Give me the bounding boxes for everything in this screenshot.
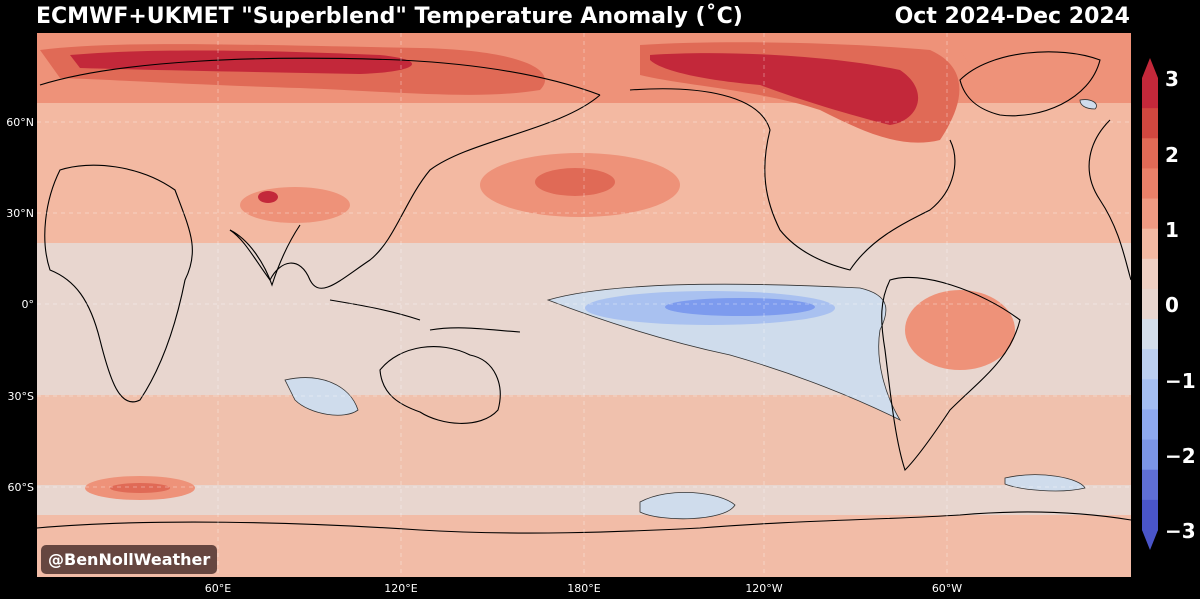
colorbar-tick-neg3: −3 xyxy=(1165,519,1196,543)
colorbar-segment xyxy=(1142,138,1158,169)
warm-band-south xyxy=(37,395,1131,485)
latitude-labels: 60°N 30°N 0° 30°S 60°S xyxy=(6,116,34,494)
colorbar-tick-2: 2 xyxy=(1165,143,1179,167)
lon-label-120w: 120°W xyxy=(745,582,782,595)
lon-label-180: 180°E xyxy=(567,582,600,595)
lon-label-60e: 60°E xyxy=(205,582,231,595)
warm-band-antarctic xyxy=(37,515,1131,577)
siberia-hotspot xyxy=(70,50,413,74)
colorbar-ticks: 3 2 1 0 −1 −2 −3 xyxy=(1165,67,1196,543)
colorbar-segment xyxy=(1142,349,1158,380)
africa-coast xyxy=(44,164,193,403)
lat-label-equator: 0° xyxy=(22,298,35,311)
colorbar-tick-1: 1 xyxy=(1165,218,1179,242)
colorbar-segment xyxy=(1142,168,1158,200)
lat-label-60s: 60°S xyxy=(8,481,34,494)
india-coast xyxy=(229,224,301,287)
colorbar-segment xyxy=(1142,409,1158,441)
antarctica-coast xyxy=(37,511,1131,534)
north-pacific-core xyxy=(535,168,615,196)
greenland-warm xyxy=(960,48,1130,102)
colorbar-tick-neg2: −2 xyxy=(1165,444,1196,468)
graticule xyxy=(37,33,1131,577)
greenland-coast xyxy=(959,51,1101,117)
colorbar-segment xyxy=(1142,499,1158,531)
lon-label-120e: 120°E xyxy=(384,582,417,595)
colorbar-segment xyxy=(1142,198,1158,230)
author-watermark: @BenNollWeather xyxy=(41,545,218,574)
europe-coast xyxy=(1088,119,1131,281)
colorbar-segment xyxy=(1142,439,1158,471)
eurasia-north-coast xyxy=(39,57,601,96)
colorbar-tick-0: 0 xyxy=(1165,293,1179,317)
colorbar-segment xyxy=(1142,78,1158,109)
south-america-warm xyxy=(905,290,1015,370)
lat-label-30n: 30°N xyxy=(6,207,34,220)
colorbar-tick-neg1: −1 xyxy=(1165,369,1196,393)
map-title: ECMWF+UKMET "Superblend" Temperature Ano… xyxy=(36,4,743,29)
south-pacific-cool xyxy=(639,492,736,520)
indian-ocean-cool xyxy=(284,377,359,416)
colorbar-segment xyxy=(1142,469,1158,501)
colorbar-tick-3: 3 xyxy=(1165,67,1179,91)
tibet-warm xyxy=(240,187,350,223)
colorbar-segment xyxy=(1142,288,1158,320)
lat-label-30s: 30°S xyxy=(8,390,34,403)
colorbar-segment xyxy=(1142,319,1158,350)
colorbar-segments xyxy=(1142,78,1158,531)
la-nina-core xyxy=(665,298,815,316)
colorbar-segment xyxy=(1142,108,1158,139)
colorbar-segment xyxy=(1142,258,1158,290)
colorbar: 3 2 1 0 −1 −2 −3 xyxy=(1142,58,1196,550)
lat-label-60n: 60°N xyxy=(6,116,34,129)
colorbar-segment xyxy=(1142,379,1158,410)
north-america-coast xyxy=(629,88,956,271)
map-layer xyxy=(37,33,1131,577)
southern-ocean-core xyxy=(110,483,170,493)
australia-coast xyxy=(379,346,501,424)
colorbar-segment xyxy=(1142,228,1158,260)
colorbar-top-arrow xyxy=(1142,58,1158,78)
hudson-bay-cool xyxy=(1079,99,1097,110)
forecast-period: Oct 2024-Dec 2024 xyxy=(894,4,1130,29)
canada-hotspot xyxy=(650,53,919,125)
coastlines xyxy=(37,51,1131,534)
colorbar-bottom-arrow xyxy=(1142,530,1158,550)
south-america-coast xyxy=(881,276,1021,472)
longitude-labels: 60°E 120°E 180°E 120°W 60°W xyxy=(205,582,963,595)
indonesia-coast xyxy=(329,299,521,333)
lon-label-60w: 60°W xyxy=(932,582,962,595)
tibet-hotspot xyxy=(258,191,278,203)
south-atlantic-cool xyxy=(1004,474,1086,492)
